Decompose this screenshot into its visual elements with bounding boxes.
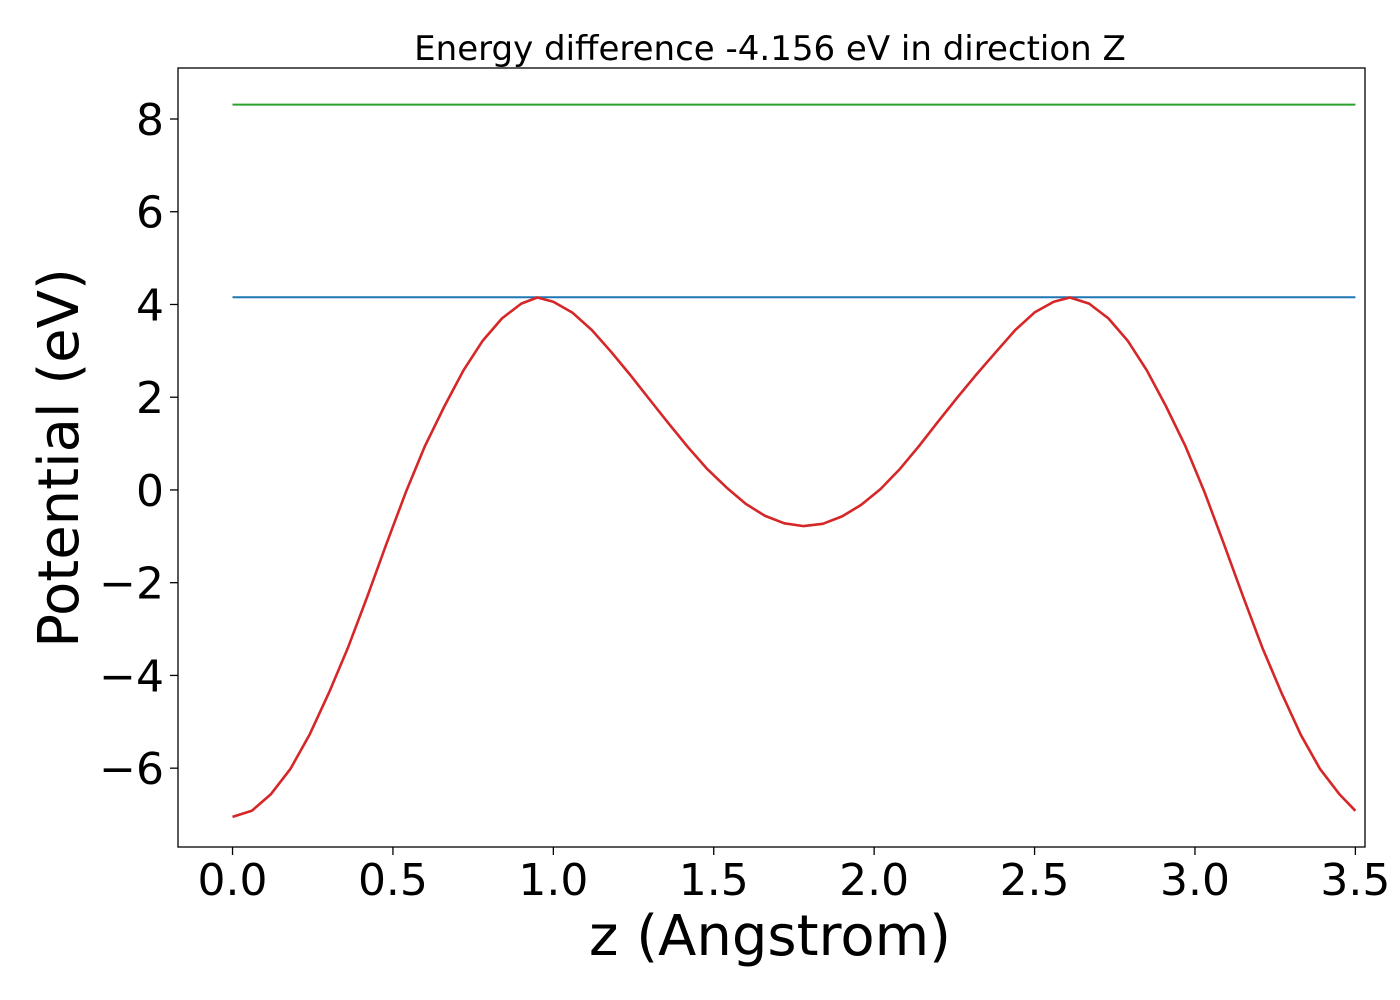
y-axis-ticks: −6 −4 −2 0 2 4 6 8 [99, 95, 178, 795]
y-tick-label: 8 [136, 95, 164, 146]
y-tick-label: 6 [136, 188, 164, 239]
y-tick-label: 4 [136, 280, 164, 331]
x-tick-label: 0.0 [198, 855, 268, 906]
y-axis-label: Potential (eV) [27, 268, 92, 648]
plot-frame [177, 67, 1366, 848]
x-tick-label: 2.5 [1000, 855, 1070, 906]
series-layer [232, 103, 1357, 819]
y-tick-label: −4 [99, 651, 164, 702]
x-axis-label: z (Angstrom) [589, 904, 951, 969]
x-tick-label: 1.5 [679, 855, 749, 906]
x-axis-ticks: 0.0 0.5 1.0 1.5 2.0 2.5 3.0 3.5 [198, 847, 1390, 906]
chart-title: Energy difference -4.156 eV in direction… [414, 29, 1126, 69]
y-tick-label: 0 [136, 466, 164, 517]
series-line-potential [232, 296, 1357, 819]
x-tick-label: 3.0 [1160, 855, 1230, 906]
y-tick-label: 2 [136, 373, 164, 424]
x-tick-label: 0.5 [358, 855, 428, 906]
x-tick-label: 3.5 [1320, 855, 1390, 906]
y-tick-label: −2 [99, 559, 164, 610]
x-tick-label: 1.0 [518, 855, 588, 906]
x-tick-label: 2.0 [839, 855, 909, 906]
y-tick-label: −6 [99, 744, 164, 795]
